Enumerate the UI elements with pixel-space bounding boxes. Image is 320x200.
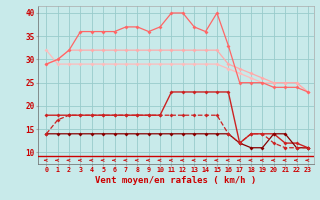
X-axis label: Vent moyen/en rafales ( km/h ): Vent moyen/en rafales ( km/h ) [95,176,257,185]
